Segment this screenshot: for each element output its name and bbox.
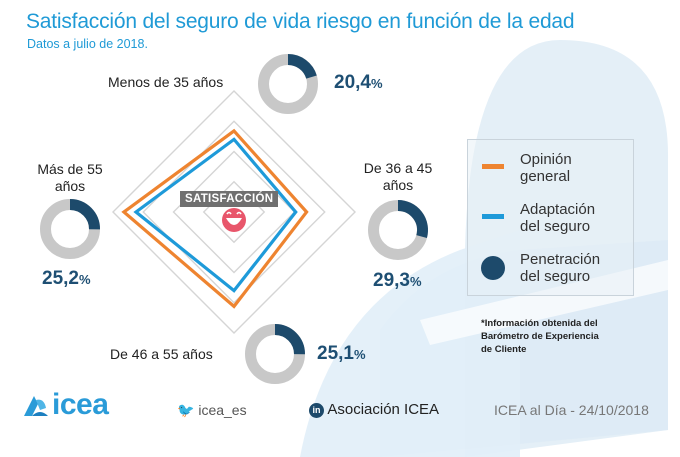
penetration-value-36-45: 29,3% xyxy=(373,270,422,291)
donut-1 xyxy=(368,200,428,260)
donut-2 xyxy=(245,324,306,384)
legend-item-penetration: Penetración del seguro xyxy=(468,248,633,288)
icea-logo-text: icea xyxy=(52,388,109,421)
smiley-face-icon xyxy=(222,208,246,232)
background-shape xyxy=(300,230,520,457)
icea-logo-icon xyxy=(24,396,48,416)
legend-label: del seguro xyxy=(520,268,591,285)
radar-series-adaptacion-seguro xyxy=(133,137,298,293)
legend-item-opinion: Opinión general xyxy=(468,150,633,190)
footer-date: ICEA al Día - 24/10/2018 xyxy=(494,402,649,418)
donut-penetration-arc xyxy=(69,199,100,230)
radar-grid-ring xyxy=(142,120,326,304)
legend: Opinión general Adaptación del seguro Pene… xyxy=(467,139,634,296)
donut-penetration-arc xyxy=(397,200,428,239)
penetration-value-under-35: 20,4% xyxy=(334,72,383,93)
donut-charts xyxy=(40,54,428,384)
segment-label-over-55: Más de 55 años xyxy=(37,161,103,194)
linkedin-icon: in xyxy=(309,403,324,418)
donut-penetration-arc xyxy=(287,54,317,79)
linkedin-link[interactable]: in Asociación ICEA xyxy=(309,401,439,418)
legend-label: Adaptación xyxy=(520,201,596,218)
donut-3 xyxy=(40,199,100,259)
legend-label: del seguro xyxy=(520,218,591,235)
radar-series xyxy=(121,128,309,309)
donut-0 xyxy=(258,54,318,114)
chart-title: Satisfacción del seguro de vida riesgo e… xyxy=(26,10,575,33)
legend-item-adaptation: Adaptación del seguro xyxy=(468,200,633,240)
penetration-value-46-55: 25,1% xyxy=(317,343,366,364)
segment-label-under-35: Menos de 35 años xyxy=(108,74,224,90)
radar-series-opinion-general xyxy=(121,128,309,309)
segment-label-46-55: De 46 a 55 años xyxy=(110,346,213,362)
navy-circle-swatch xyxy=(481,256,505,280)
source-note: *Información obtenida del Barómetro de Ex… xyxy=(481,318,599,355)
orange-line-swatch xyxy=(482,164,504,169)
donut-penetration-arc xyxy=(274,324,306,355)
satisfaction-badge: SATISFACCIÓN xyxy=(180,191,279,207)
chart-subtitle: Datos a julio de 2018. xyxy=(27,37,148,51)
blue-line-swatch xyxy=(482,214,504,219)
penetration-value-over-55: 25,2% xyxy=(42,268,91,289)
legend-label: Opinión xyxy=(520,151,572,168)
twitter-link[interactable]: 🐦 icea_es xyxy=(177,402,247,418)
twitter-icon: 🐦 xyxy=(177,402,195,418)
radar-grid-ring xyxy=(112,90,356,334)
legend-label: Penetración xyxy=(520,251,601,268)
icea-logo[interactable]: icea xyxy=(22,388,122,425)
segment-label-36-45: De 36 a 45 años xyxy=(363,160,433,193)
legend-label: general xyxy=(520,168,571,185)
